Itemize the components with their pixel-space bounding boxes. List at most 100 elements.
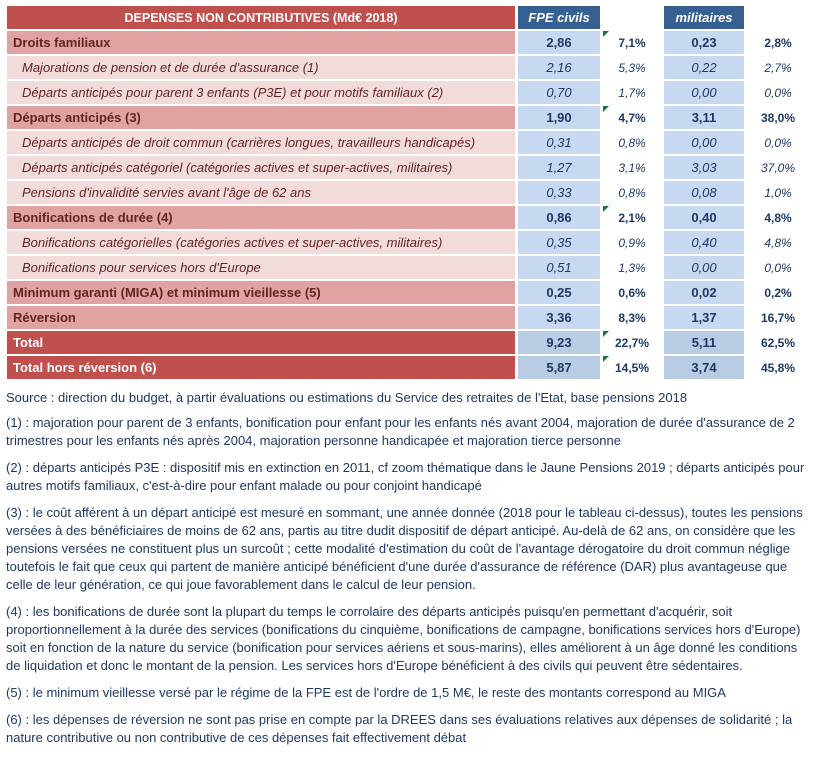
fpe-pct-cell: 0,8% [603, 131, 661, 154]
mil-pct-cell: 2,8% [747, 31, 809, 54]
mil-value-cell: 0,00 [664, 256, 744, 279]
table-row: Minimum garanti (MIGA) et minimum vieill… [7, 281, 809, 304]
row-label: Total hors réversion (6) [7, 356, 515, 379]
error-flag-icon [603, 206, 609, 212]
mil-value-cell: 0,08 [664, 181, 744, 204]
mil-pct-cell: 37,0% [747, 156, 809, 179]
footnotes-section: (1) : majoration pour parent de 3 enfant… [4, 414, 812, 747]
footnote: (3) : le coût afférent à un départ antic… [6, 505, 803, 592]
fpe-value-cell: 0,35 [518, 231, 600, 254]
mil-value-cell: 5,11 [664, 331, 744, 354]
table-title: DEPENSES NON CONTRIBUTIVES (Md€ 2018) [7, 6, 515, 29]
error-flag-icon [603, 356, 609, 362]
mil-value-cell: 0,22 [664, 56, 744, 79]
table-row: Pensions d'invalidité servies avant l'âg… [7, 181, 809, 204]
mil-pct-cell: 16,7% [747, 306, 809, 329]
footnote: (1) : majoration pour parent de 3 enfant… [6, 415, 795, 448]
mil-value-cell: 0,40 [664, 206, 744, 229]
mil-value-cell: 1,37 [664, 306, 744, 329]
table-row: Départs anticipés (3) 1,90 4,7% 3,11 38,0% [7, 106, 809, 129]
report-page: DEPENSES NON CONTRIBUTIVES (Md€ 2018) FP… [4, 6, 812, 747]
row-label: Départs anticipés de droit commun (carri… [7, 131, 515, 154]
mil-pct-cell: 4,8% [747, 231, 809, 254]
col-header-spacer-2 [747, 6, 809, 29]
fpe-pct-cell: 8,3% [603, 306, 661, 329]
mil-pct-cell: 0,0% [747, 81, 809, 104]
table-row: Bonifications de durée (4) 0,86 2,1% 0,40 4,… [7, 206, 809, 229]
table-row: Droits familiaux 2,86 7,1% 0,23 2,8% [7, 31, 809, 54]
fpe-pct-cell: 7,1% [603, 31, 661, 54]
footnote: (4) : les bonifications de durée sont la… [6, 604, 801, 673]
row-label: Pensions d'invalidité servies avant l'âg… [7, 181, 515, 204]
table-row: Départs anticipés de droit commun (carri… [7, 131, 809, 154]
fpe-value-cell: 2,86 [518, 31, 600, 54]
mil-value-cell: 3,11 [664, 106, 744, 129]
table-row: Départs anticipés catégoriel (catégories… [7, 156, 809, 179]
fpe-pct-cell: 14,5% [603, 356, 661, 379]
fpe-pct-cell: 22,7% [603, 331, 661, 354]
fpe-value-cell: 0,31 [518, 131, 600, 154]
mil-value-cell: 0,23 [664, 31, 744, 54]
fpe-value-cell: 0,70 [518, 81, 600, 104]
fpe-pct-cell: 4,7% [603, 106, 661, 129]
col-header-fpe-civils: FPE civils [518, 6, 600, 29]
table-row: Bonifications catégorielles (catégories … [7, 231, 809, 254]
error-flag-icon [603, 106, 609, 112]
fpe-pct-cell: 2,1% [603, 206, 661, 229]
header-row: DEPENSES NON CONTRIBUTIVES (Md€ 2018) FP… [7, 6, 809, 29]
fpe-value-cell: 3,36 [518, 306, 600, 329]
fpe-value-cell: 2,16 [518, 56, 600, 79]
row-label: Départs anticipés pour parent 3 enfants … [7, 81, 515, 104]
mil-value-cell: 0,02 [664, 281, 744, 304]
error-flag-icon [603, 31, 609, 37]
source-note: Source : direction du budget, à partir é… [6, 390, 688, 405]
fpe-value-cell: 0,33 [518, 181, 600, 204]
row-label: Minimum garanti (MIGA) et minimum vieill… [7, 281, 515, 304]
mil-pct-cell: 0,2% [747, 281, 809, 304]
col-header-militaires: militaires [664, 6, 744, 29]
error-flag-icon [603, 331, 609, 337]
mil-pct-cell: 4,8% [747, 206, 809, 229]
row-label: Bonifications de durée (4) [7, 206, 515, 229]
fpe-pct-cell: 0,8% [603, 181, 661, 204]
row-label: Droits familiaux [7, 31, 515, 54]
fpe-value-cell: 0,25 [518, 281, 600, 304]
fpe-value-cell: 5,87 [518, 356, 600, 379]
mil-value-cell: 3,03 [664, 156, 744, 179]
fpe-value-cell: 9,23 [518, 331, 600, 354]
table-row: Départs anticipés pour parent 3 enfants … [7, 81, 809, 104]
table-row: Réversion 3,36 8,3% 1,37 16,7% [7, 306, 809, 329]
fpe-pct-cell: 0,6% [603, 281, 661, 304]
table-row: Bonifications pour services hors d'Europ… [7, 256, 809, 279]
row-label: Majorations de pension et de durée d'ass… [7, 56, 515, 79]
mil-pct-cell: 2,7% [747, 56, 809, 79]
mil-value-cell: 0,00 [664, 81, 744, 104]
fpe-pct-cell: 3,1% [603, 156, 661, 179]
mil-pct-cell: 38,0% [747, 106, 809, 129]
mil-pct-cell: 1,0% [747, 181, 809, 204]
col-header-spacer-1 [603, 6, 661, 29]
fpe-pct-cell: 1,7% [603, 81, 661, 104]
mil-pct-cell: 45,8% [747, 356, 809, 379]
row-label: Départs anticipés catégoriel (catégories… [7, 156, 515, 179]
mil-pct-cell: 0,0% [747, 131, 809, 154]
mil-value-cell: 0,40 [664, 231, 744, 254]
fpe-value-cell: 0,51 [518, 256, 600, 279]
fpe-pct-cell: 0,9% [603, 231, 661, 254]
row-label: Départs anticipés (3) [7, 106, 515, 129]
fpe-pct-cell: 1,3% [603, 256, 661, 279]
table-row: Majorations de pension et de durée d'ass… [7, 56, 809, 79]
footnote: (6) : les dépenses de réversion ne sont … [6, 712, 793, 745]
fpe-value-cell: 0,86 [518, 206, 600, 229]
table-row: Total 9,23 22,7% 5,11 62,5% [7, 331, 809, 354]
footnote: (5) : le minimum vieillesse versé par le… [6, 685, 726, 700]
fpe-value-cell: 1,27 [518, 156, 600, 179]
mil-pct-cell: 0,0% [747, 256, 809, 279]
row-label: Bonifications pour services hors d'Europ… [7, 256, 515, 279]
table-body: Droits familiaux 2,86 7,1% 0,23 2,8% Majorati… [7, 31, 809, 379]
fpe-pct-cell: 5,3% [603, 56, 661, 79]
mil-value-cell: 3,74 [664, 356, 744, 379]
table-row: Total hors réversion (6) 5,87 14,5% 3,74 45,… [7, 356, 809, 379]
mil-value-cell: 0,00 [664, 131, 744, 154]
footnote: (2) : départs anticipés P3E : dispositif… [6, 460, 805, 493]
